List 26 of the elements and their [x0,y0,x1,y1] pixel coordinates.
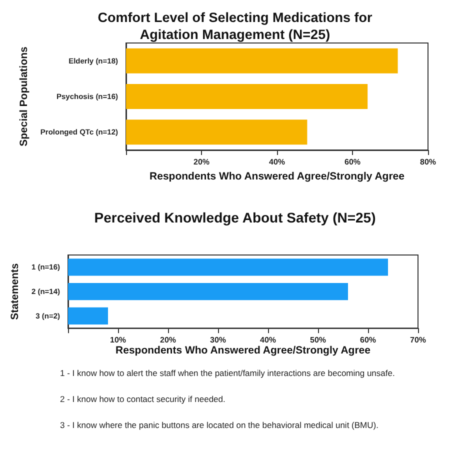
x-axis-title: Respondents Who Answered Agree/Strongly Agree [150,170,405,182]
x-tick-label: 50% [310,336,326,345]
text: 3 - I know where the panic buttons are located on the behavioral medical unit (BMU). [60,420,380,430]
text: 1 - I know how to alert the staff when the patient/family interactions are becoming unsafe. [60,368,395,378]
x-tick-label: 20% [160,336,176,345]
x-tick-label: 40% [268,158,286,166]
chart-title: Comfort Level of Selecting Medications for Agitation Management (N=25) [98,10,374,42]
x-tick-label: 20% [193,158,210,166]
bar [68,283,348,300]
x-tick-label: 10% [110,336,126,345]
bar [126,84,368,109]
y-axis-title: Special Populations [18,46,30,146]
x-tick-label: 60% [360,336,376,345]
bar [68,307,108,324]
x-axis-title: Respondents Who Answered Agree/Strongly Agree [116,344,371,356]
text: 2 - I know how to contact security if needed. [60,394,226,404]
x-tick-label: 60% [344,158,361,166]
x-tick-label: 30% [210,336,226,345]
chart-title: Perceived Knowledge About Safety (N=25) [94,210,376,226]
y-axis-title: Statements [9,263,22,320]
x-tick-label: 70% [410,336,426,345]
bar [126,48,398,74]
x-tick-label: 80% [420,158,436,166]
bar [68,258,388,276]
bar [126,120,308,145]
x-tick-label: 40% [260,336,276,345]
